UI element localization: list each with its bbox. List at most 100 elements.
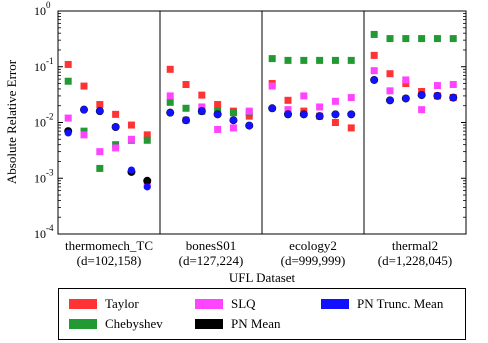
point-pn-trunc-mean	[214, 110, 222, 118]
legend-swatch	[69, 319, 97, 329]
point-slq	[300, 92, 308, 100]
point-taylor	[143, 131, 151, 139]
point-taylor	[112, 110, 120, 118]
point-pn-trunc-mean	[347, 110, 355, 118]
point-chebyshev	[64, 77, 72, 85]
y-tick-label: 10	[34, 60, 46, 74]
point-pn-trunc-mean	[80, 106, 88, 114]
point-pn-trunc-mean	[96, 107, 104, 115]
legend-swatch	[69, 299, 97, 309]
point-chebyshev	[316, 56, 324, 64]
point-slq	[449, 81, 457, 89]
point-chebyshev	[182, 104, 190, 112]
point-chebyshev	[284, 56, 292, 64]
point-taylor	[127, 121, 135, 129]
point-pn-trunc-mean	[284, 110, 292, 118]
y-tick-label: 10	[34, 116, 46, 130]
point-taylor	[182, 81, 190, 89]
point-slq	[331, 97, 339, 105]
point-chebyshev	[418, 35, 426, 43]
y-tick-exponent: -1	[46, 56, 54, 66]
point-chebyshev	[433, 35, 441, 43]
point-slq	[433, 82, 441, 90]
point-taylor	[331, 119, 339, 126]
point-taylor	[386, 70, 394, 78]
legend-item-taylor: Taylor	[69, 296, 139, 312]
group-label: thermal2	[392, 238, 438, 253]
legend-item-pn-mean: PN Mean	[195, 316, 280, 332]
chart-marks	[64, 30, 458, 191]
group-label: thermomech_TC	[65, 238, 153, 253]
legend-item-chebyshev: Chebyshev	[69, 316, 163, 332]
point-slq	[370, 67, 378, 75]
point-slq	[402, 76, 410, 84]
point-pn-trunc-mean	[198, 107, 206, 115]
x-axis-label: UFL Dataset	[229, 270, 296, 285]
point-pn-trunc-mean	[166, 109, 174, 117]
point-slq	[80, 131, 88, 139]
point-slq	[229, 124, 237, 132]
legend-label: Taylor	[105, 296, 139, 311]
point-slq	[347, 94, 355, 102]
point-pn-trunc-mean	[449, 93, 457, 102]
point-pn-trunc-mean	[64, 129, 72, 137]
point-chebyshev	[370, 30, 378, 38]
point-pn-trunc-mean	[229, 116, 238, 124]
point-chebyshev	[449, 35, 457, 43]
group-separators	[159, 11, 365, 234]
point-pn-trunc-mean	[182, 116, 190, 124]
point-slq	[316, 103, 324, 111]
point-pn-trunc-mean	[127, 166, 136, 174]
group-detail: (d=127,224)	[179, 253, 244, 268]
point-pn-trunc-mean	[331, 110, 340, 118]
y-tick-label: 10	[34, 171, 46, 185]
point-taylor	[347, 124, 355, 132]
y-tick-exponent: -4	[46, 223, 54, 233]
point-chebyshev	[331, 56, 339, 64]
legend-label: PN Trunc. Mean	[357, 296, 444, 311]
point-chebyshev	[268, 55, 276, 63]
point-chebyshev	[80, 127, 88, 135]
point-chebyshev	[386, 35, 394, 43]
point-slq	[214, 125, 222, 133]
point-taylor	[80, 82, 88, 90]
legend-label: Chebyshev	[105, 316, 163, 331]
point-taylor	[166, 65, 174, 73]
point-slq	[96, 148, 104, 156]
x-axis-group-labels: thermomech_TC(d=102,158) bonesS01(d=127,2…	[65, 238, 452, 268]
point-taylor	[284, 96, 292, 104]
point-pn-trunc-mean	[300, 110, 308, 118]
legend-item-slq: SLQ	[195, 296, 256, 312]
legend-swatch	[195, 299, 223, 309]
point-pn-trunc-mean	[433, 92, 442, 100]
group-detail: (d=102,158)	[77, 253, 142, 268]
point-slq	[64, 114, 72, 122]
y-tick-label: 10	[34, 4, 46, 18]
point-chebyshev	[96, 164, 104, 172]
y-tick-exponent: -2	[46, 112, 54, 122]
point-slq	[386, 87, 394, 95]
legend-item-pn-trunc-mean: PN Trunc. Mean	[321, 296, 443, 312]
point-chebyshev	[347, 56, 355, 64]
point-taylor	[402, 80, 410, 88]
point-chebyshev	[143, 136, 151, 144]
legend: Taylor SLQ PN Trunc. Mean Chebyshev PN M…	[58, 288, 466, 340]
group-label: bonesS01	[186, 238, 237, 253]
point-slq	[198, 103, 206, 111]
y-tick-label: 10	[34, 227, 46, 241]
legend-label: SLQ	[231, 296, 256, 311]
point-pn-trunc-mean	[370, 76, 378, 84]
legend-swatch	[195, 319, 223, 329]
point-chebyshev	[402, 35, 410, 43]
group-detail: (d=1,228,045)	[378, 253, 453, 268]
point-slq	[268, 82, 276, 90]
point-slq	[166, 92, 174, 100]
point-slq	[284, 106, 292, 114]
point-pn-trunc-mean	[268, 104, 276, 112]
legend-label: PN Mean	[231, 316, 281, 331]
y-tick-exponent: -3	[46, 167, 54, 177]
point-pn-trunc-mean	[402, 94, 410, 103]
point-chebyshev	[166, 98, 174, 106]
group-label: ecology2	[289, 238, 337, 253]
